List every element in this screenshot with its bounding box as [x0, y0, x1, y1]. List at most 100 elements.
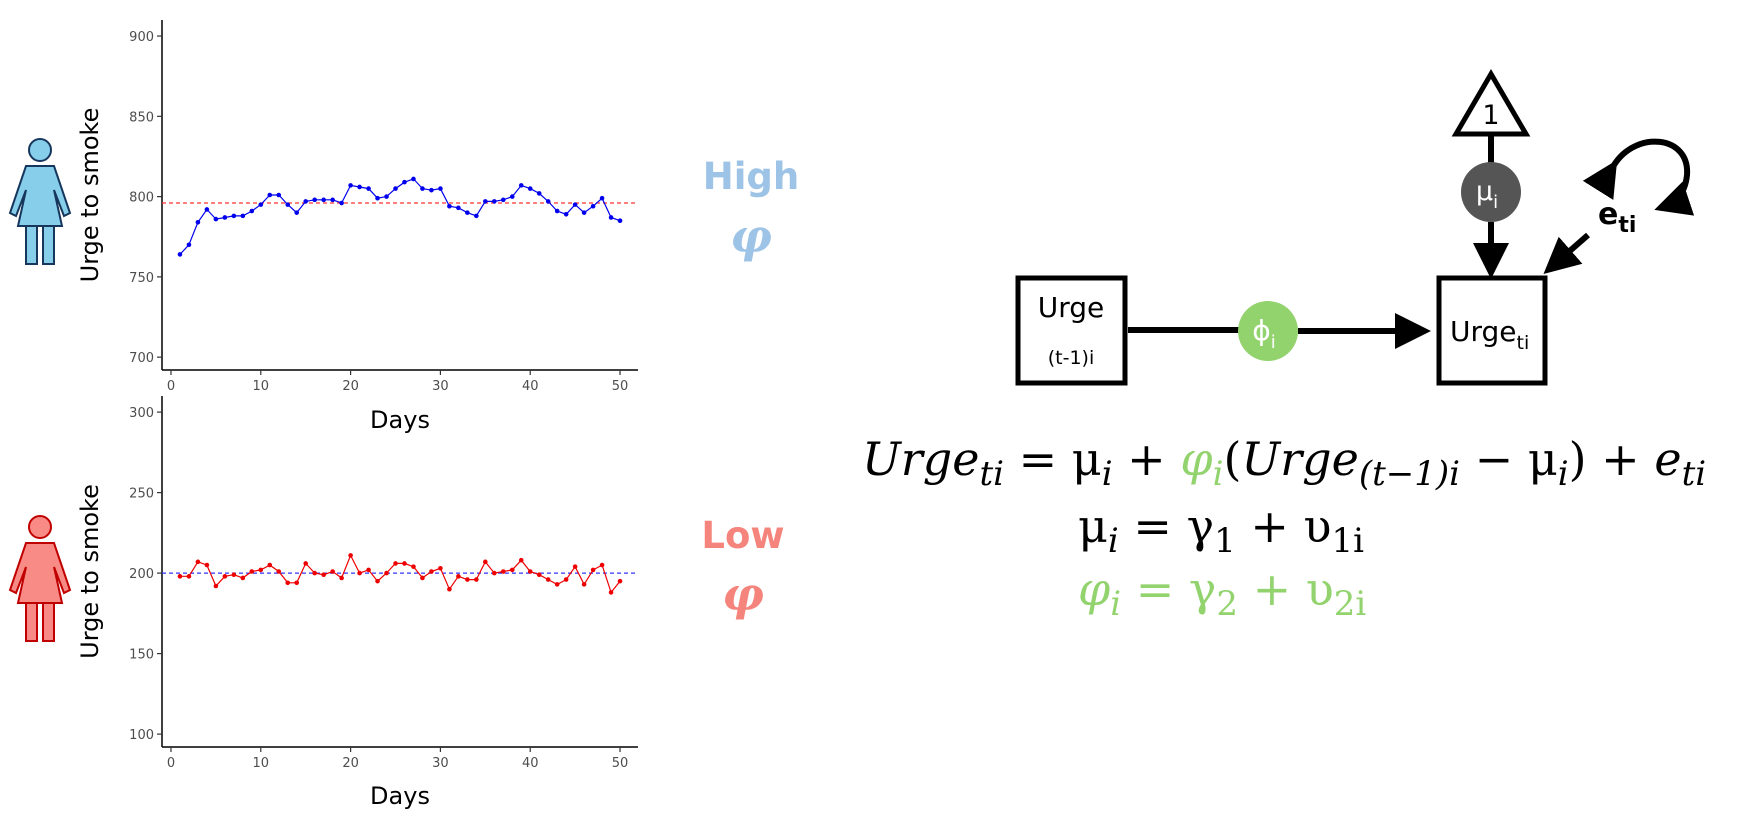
- x-axis-title: Days: [370, 406, 430, 434]
- x-tick-label: 50: [612, 379, 629, 394]
- data-point: [375, 195, 380, 201]
- data-point: [608, 590, 614, 595]
- constant-triangle: [1451, 69, 1531, 137]
- x-tick-label: 0: [167, 756, 175, 771]
- phi-node-label: ϕi: [1252, 314, 1276, 353]
- urge-prev-box: [1015, 275, 1128, 386]
- data-point: [339, 575, 344, 581]
- data-point: [312, 570, 317, 576]
- data-point: [330, 569, 335, 574]
- data-point: [231, 213, 237, 219]
- data-point: [393, 561, 398, 566]
- data-point: [599, 195, 605, 201]
- data-point: [411, 564, 416, 569]
- data-point: [545, 577, 551, 582]
- data-point: [420, 186, 425, 191]
- data-point: [177, 574, 183, 579]
- woman-icon-body: [8, 542, 72, 604]
- data-point: [581, 210, 587, 215]
- woman-icon-leg: [42, 602, 55, 642]
- data-point: [563, 577, 569, 582]
- woman-icon-high: [8, 138, 72, 265]
- data-point: [384, 194, 389, 199]
- data-point: [447, 203, 452, 209]
- data-point: [177, 252, 183, 257]
- data-point: [366, 186, 371, 191]
- data-point: [195, 219, 201, 225]
- low-phi-symbol: φ: [722, 567, 764, 621]
- y-tick-label: 900: [129, 30, 154, 45]
- data-point: [536, 572, 542, 578]
- equations: Urgeti = μi + φi(Urge(t−1)i − μi) + eti …: [862, 432, 1706, 624]
- data-point: [312, 197, 317, 203]
- data-point: [411, 176, 416, 182]
- data-point: [500, 569, 506, 574]
- data-point: [213, 216, 219, 222]
- data-point: [518, 183, 524, 188]
- data-point: [321, 572, 326, 578]
- data-point: [402, 179, 407, 185]
- data-point: [617, 578, 623, 584]
- data-point: [222, 215, 228, 220]
- woman-icon-head: [28, 515, 52, 539]
- x-tick-label: 10: [253, 756, 270, 771]
- y-tick-label: 850: [129, 110, 154, 125]
- data-point: [617, 218, 623, 223]
- high-label: High: [703, 155, 799, 198]
- y-tick-label: 150: [129, 648, 154, 663]
- data-point: [554, 582, 560, 587]
- data-point: [285, 202, 291, 207]
- data-point: [456, 574, 461, 579]
- data-point: [240, 575, 246, 581]
- data-point: [213, 583, 219, 589]
- x-tick-label: 20: [342, 756, 359, 771]
- x-tick-label: 50: [612, 756, 629, 771]
- data-point: [204, 207, 210, 212]
- data-point: [195, 559, 201, 565]
- high-phi-chart: 700 750 800 850 900 0 10 20 30 40 50 Days Urge to sm…: [76, 20, 638, 434]
- x-tick-label: 40: [522, 379, 539, 394]
- x-axis-title: Days: [370, 782, 430, 810]
- mu-node: [1461, 162, 1521, 222]
- data-point: [465, 577, 470, 582]
- x-tick-label: 30: [432, 756, 449, 771]
- data-point: [447, 586, 452, 592]
- urge-prev-label: Urge: [1038, 291, 1105, 324]
- data-point: [420, 575, 425, 581]
- data-point: [492, 570, 497, 576]
- x-tick-label: 10: [253, 379, 270, 394]
- data-point: [527, 186, 533, 191]
- data-point: [608, 215, 614, 220]
- urge-label: Urgeti: [1450, 315, 1529, 354]
- data-point: [348, 183, 353, 188]
- y-tick-label: 300: [129, 406, 154, 421]
- data-point: [267, 562, 273, 568]
- data-point: [258, 567, 264, 573]
- data-point: [590, 203, 596, 209]
- data-point: [465, 210, 470, 215]
- data-point: [572, 564, 578, 569]
- woman-icon-leg: [42, 225, 55, 265]
- data-point: [204, 562, 210, 568]
- data-point: [599, 562, 605, 568]
- data-point: [509, 194, 515, 199]
- data-point: [536, 191, 542, 196]
- data-point: [339, 200, 344, 206]
- data-point: [500, 197, 506, 203]
- low-label: Low: [701, 514, 784, 557]
- data-point: [509, 567, 515, 573]
- data-point: [384, 570, 389, 576]
- woman-icon-body: [8, 165, 72, 227]
- data-point: [186, 574, 192, 579]
- data-point: [438, 565, 443, 571]
- data-point: [186, 242, 192, 248]
- data-point: [456, 205, 461, 211]
- data-point: [438, 186, 443, 191]
- low-phi-chart: 100 150 200 250 300 0 10 20 30 40 50 Days Urge to sm…: [76, 396, 638, 810]
- data-point: [231, 572, 237, 578]
- data-point: [402, 561, 407, 566]
- data-point: [357, 570, 362, 576]
- x-tick-label: 30: [432, 379, 449, 394]
- woman-icon-head: [28, 138, 52, 162]
